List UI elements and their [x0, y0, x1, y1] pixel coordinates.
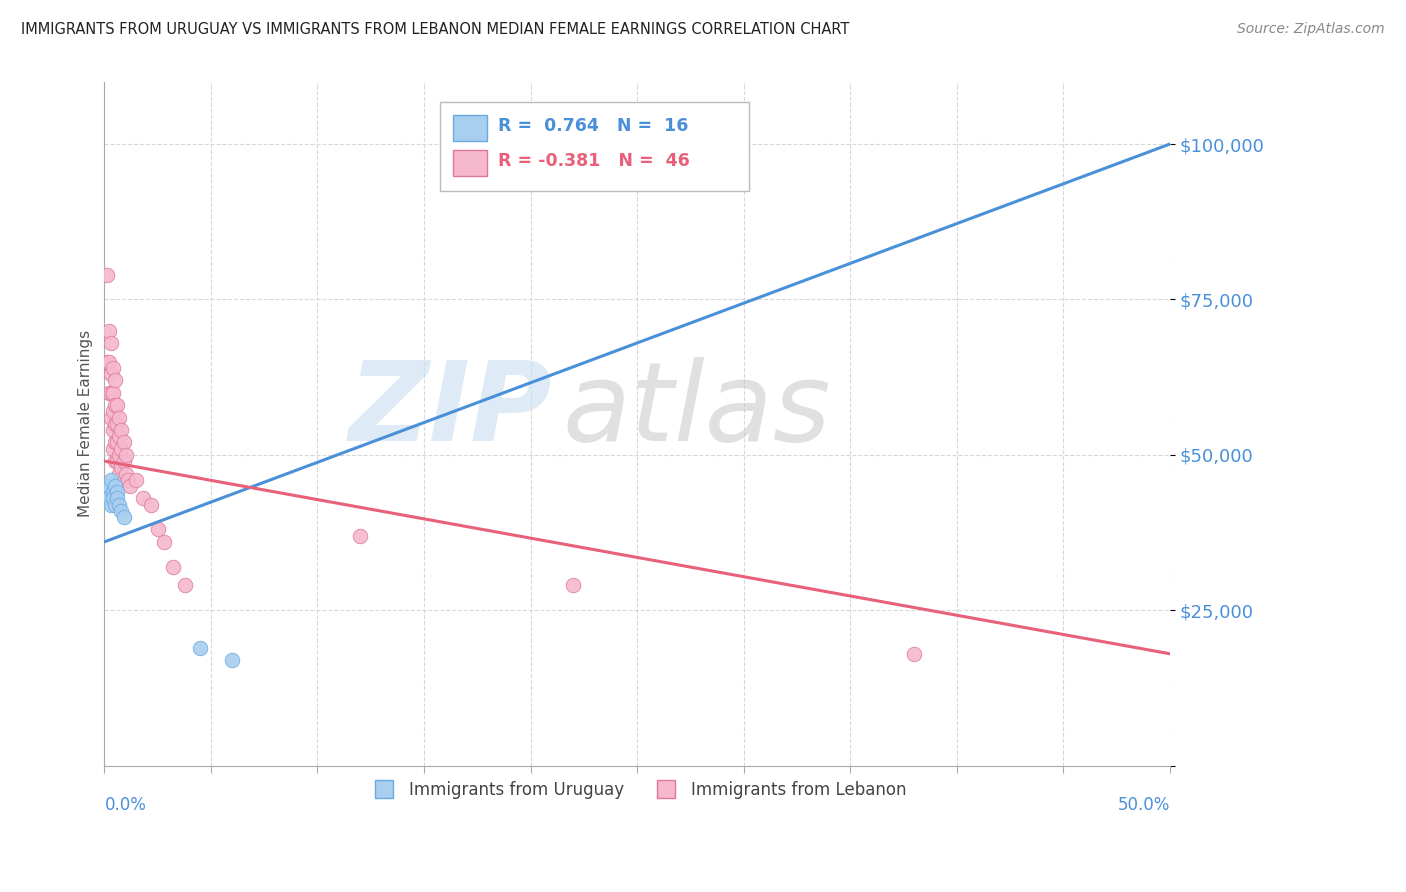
Point — [114, 448, 136, 462]
Point — [104, 498, 127, 512]
Point — [97, 385, 120, 400]
Point — [349, 529, 371, 543]
Point — [562, 578, 585, 592]
Point — [141, 498, 163, 512]
Point — [110, 504, 132, 518]
Point — [96, 268, 118, 282]
Point — [100, 410, 122, 425]
FancyBboxPatch shape — [453, 115, 486, 142]
Point — [97, 324, 120, 338]
Point — [104, 435, 127, 450]
Point — [101, 491, 124, 506]
Point — [100, 335, 122, 350]
Point — [105, 485, 128, 500]
Text: Source: ZipAtlas.com: Source: ZipAtlas.com — [1237, 22, 1385, 37]
Point — [100, 367, 122, 381]
Point — [104, 479, 127, 493]
Point — [153, 534, 176, 549]
Point — [105, 417, 128, 431]
Point — [101, 404, 124, 418]
Point — [97, 491, 120, 506]
Point — [118, 479, 141, 493]
FancyBboxPatch shape — [440, 103, 749, 191]
Point — [110, 423, 132, 437]
Point — [162, 559, 184, 574]
FancyBboxPatch shape — [453, 150, 486, 176]
Point — [101, 442, 124, 456]
Point — [101, 423, 124, 437]
Point — [108, 429, 131, 443]
Point — [112, 435, 135, 450]
Point — [100, 498, 122, 512]
Point — [110, 460, 132, 475]
Legend: Immigrants from Uruguay, Immigrants from Lebanon: Immigrants from Uruguay, Immigrants from… — [361, 774, 914, 805]
Text: R =  0.764   N =  16: R = 0.764 N = 16 — [498, 118, 688, 136]
Point — [101, 385, 124, 400]
Text: atlas: atlas — [562, 357, 831, 464]
Y-axis label: Median Female Earnings: Median Female Earnings — [79, 330, 93, 517]
Point — [221, 653, 243, 667]
Point — [100, 385, 122, 400]
Point — [112, 510, 135, 524]
Point — [108, 467, 131, 481]
Point — [104, 398, 127, 412]
Point — [104, 373, 127, 387]
Point — [96, 485, 118, 500]
Point — [97, 479, 120, 493]
Point — [97, 354, 120, 368]
Point — [108, 498, 131, 512]
Point — [101, 360, 124, 375]
Point — [132, 491, 155, 506]
Point — [105, 491, 128, 506]
Point — [105, 398, 128, 412]
Text: IMMIGRANTS FROM URUGUAY VS IMMIGRANTS FROM LEBANON MEDIAN FEMALE EARNINGS CORREL: IMMIGRANTS FROM URUGUAY VS IMMIGRANTS FR… — [21, 22, 849, 37]
Point — [114, 467, 136, 481]
Point — [101, 485, 124, 500]
Text: R = -0.381   N =  46: R = -0.381 N = 46 — [498, 152, 689, 169]
Point — [112, 454, 135, 468]
Text: 50.0%: 50.0% — [1118, 797, 1170, 814]
Point — [104, 417, 127, 431]
Point — [146, 523, 169, 537]
Point — [117, 473, 139, 487]
Point — [110, 442, 132, 456]
Point — [188, 640, 211, 655]
Point — [105, 454, 128, 468]
Point — [174, 578, 197, 592]
Point — [96, 354, 118, 368]
Point — [108, 448, 131, 462]
Point — [125, 473, 148, 487]
Point — [100, 473, 122, 487]
Point — [104, 454, 127, 468]
Point — [903, 647, 925, 661]
Text: ZIP: ZIP — [349, 357, 553, 464]
Text: 0.0%: 0.0% — [104, 797, 146, 814]
Point — [108, 410, 131, 425]
Point — [105, 435, 128, 450]
